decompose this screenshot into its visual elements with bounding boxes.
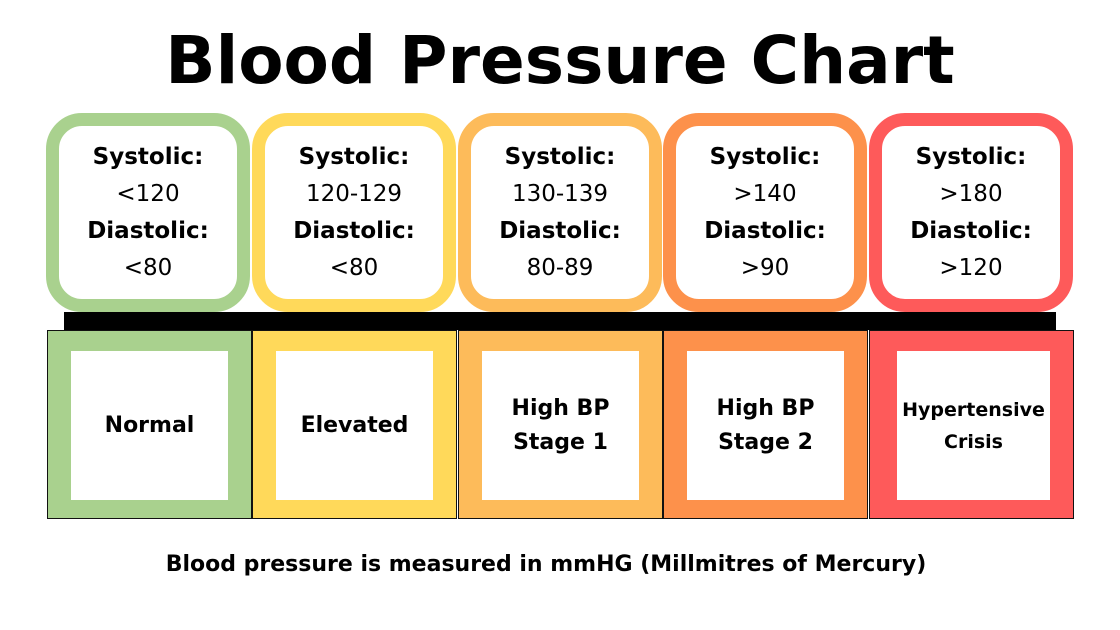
systolic-value: >180 <box>939 180 1003 207</box>
diastolic-value: <80 <box>329 254 379 281</box>
category-label: Normal <box>71 351 228 500</box>
diastolic-value: >90 <box>740 254 790 281</box>
diastolic-value: 80-89 <box>526 254 594 281</box>
category-label: High BP Stage 2 <box>687 351 844 500</box>
systolic-value: 130-139 <box>511 180 609 207</box>
category-box-normal: Normal <box>47 330 252 519</box>
range-card-crisis: Systolic: >180 Diastolic: >120 <box>869 113 1073 312</box>
diastolic-label: Diastolic: <box>87 217 209 244</box>
footer-note: Blood pressure is measured in mmHG (Mill… <box>165 552 927 577</box>
diastolic-label: Diastolic: <box>499 217 621 244</box>
systolic-label: Systolic: <box>709 143 821 170</box>
diastolic-label: Diastolic: <box>293 217 415 244</box>
category-box-elevated: Elevated <box>252 330 457 519</box>
category-label: Elevated <box>276 351 433 500</box>
systolic-label: Systolic: <box>915 143 1027 170</box>
range-card-stage2: Systolic: >140 Diastolic: >90 <box>663 113 867 312</box>
systolic-label: Systolic: <box>504 143 616 170</box>
systolic-value: >140 <box>733 180 797 207</box>
systolic-label: Systolic: <box>92 143 204 170</box>
systolic-value: 120-129 <box>305 180 403 207</box>
systolic-label: Systolic: <box>298 143 410 170</box>
category-label: Hypertensive Crisis <box>897 351 1050 500</box>
connector-bar <box>64 312 1056 330</box>
category-box-crisis: Hypertensive Crisis <box>869 330 1074 519</box>
category-box-stage2: High BP Stage 2 <box>663 330 868 519</box>
diastolic-value: >120 <box>939 254 1003 281</box>
range-card-stage1: Systolic: 130-139 Diastolic: 80-89 <box>458 113 662 312</box>
diastolic-value: <80 <box>123 254 173 281</box>
systolic-value: <120 <box>116 180 180 207</box>
diastolic-label: Diastolic: <box>704 217 826 244</box>
category-label: High BP Stage 1 <box>482 351 639 500</box>
range-card-normal: Systolic: <120 Diastolic: <80 <box>46 113 250 312</box>
range-card-elevated: Systolic: 120-129 Diastolic: <80 <box>252 113 456 312</box>
category-box-stage1: High BP Stage 1 <box>458 330 663 519</box>
chart-title: Blood Pressure Chart <box>165 22 955 99</box>
diastolic-label: Diastolic: <box>910 217 1032 244</box>
